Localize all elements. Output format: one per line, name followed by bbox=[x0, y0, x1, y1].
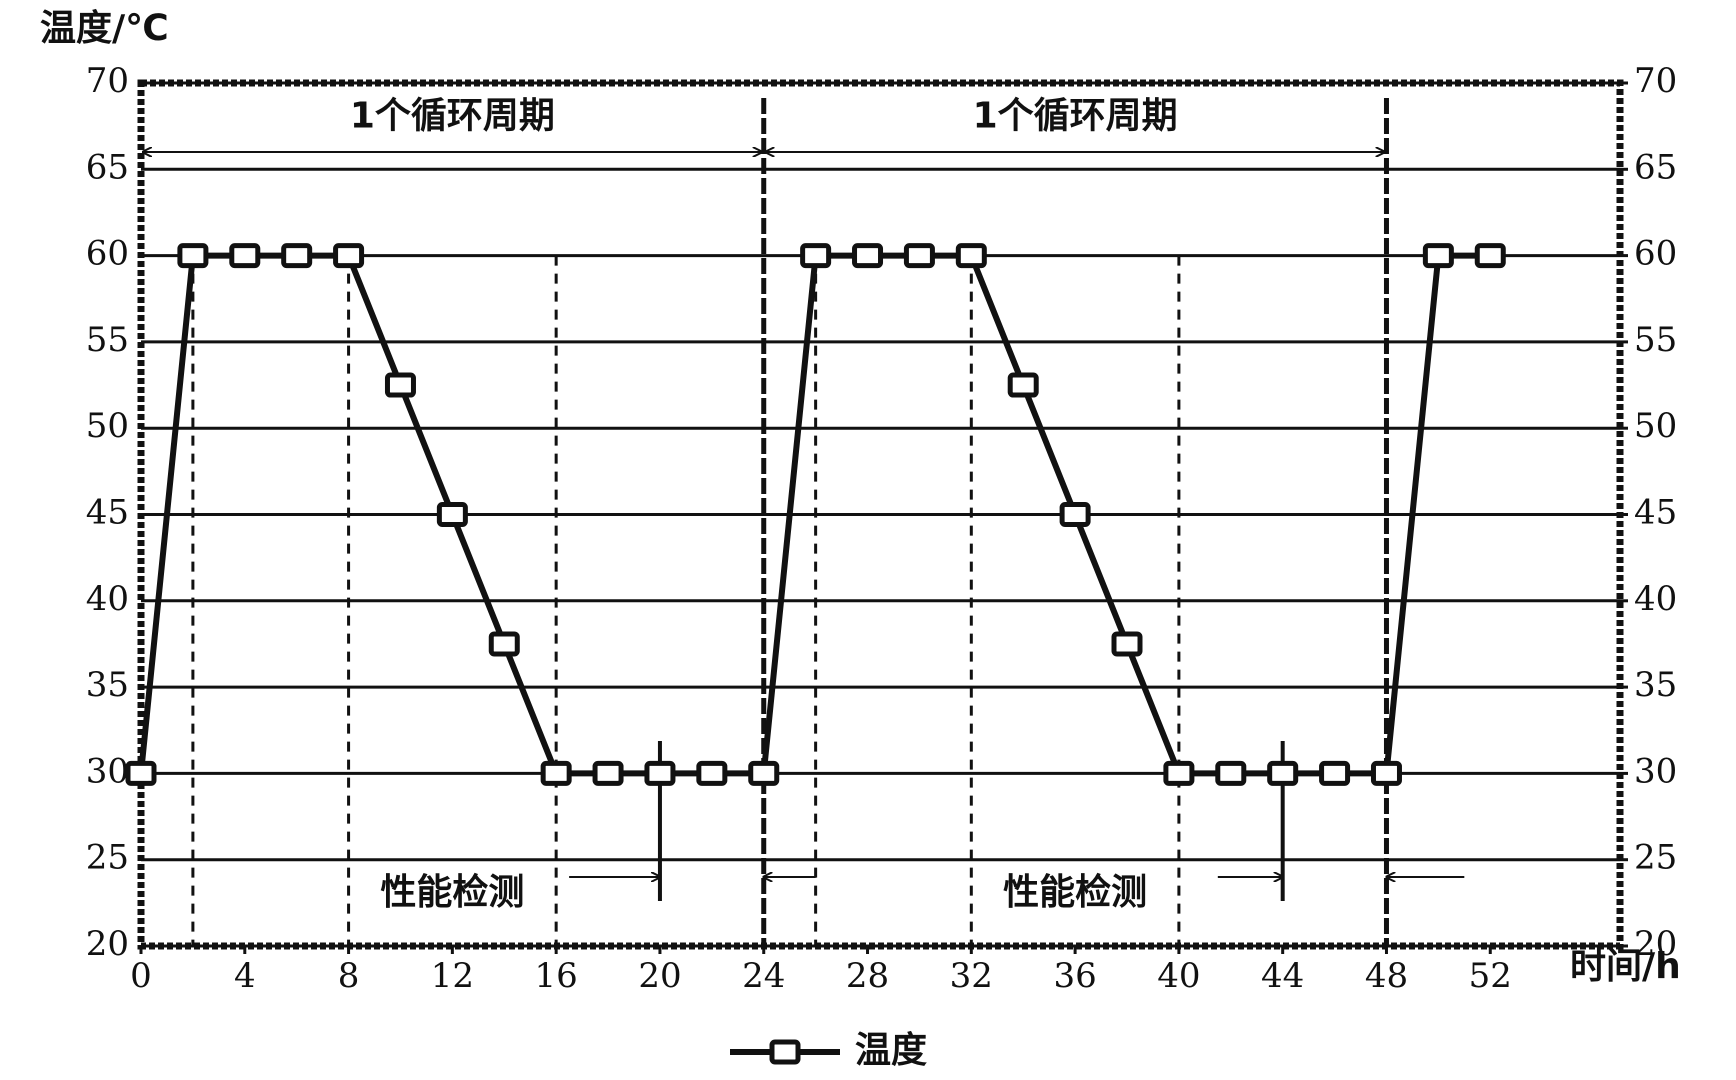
y-axis-label: 温度/℃ bbox=[40, 8, 169, 49]
y2-tick-label: 45 bbox=[1634, 493, 1677, 533]
point bbox=[436, 502, 468, 527]
x-tick-label: 44 bbox=[1261, 956, 1304, 996]
point bbox=[696, 760, 728, 786]
y2-tick-label: 65 bbox=[1634, 147, 1677, 187]
point bbox=[1215, 760, 1247, 786]
x-tick-label: 16 bbox=[535, 956, 578, 996]
x-tick-label: 4 bbox=[234, 956, 256, 996]
y2-tick-label: 30 bbox=[1634, 751, 1677, 791]
point bbox=[1474, 243, 1506, 269]
point bbox=[592, 760, 624, 786]
point bbox=[1007, 372, 1039, 398]
y-tick-label: 50 bbox=[86, 406, 129, 446]
point bbox=[1319, 760, 1351, 786]
point bbox=[177, 243, 209, 269]
point bbox=[1163, 760, 1195, 786]
y2-tick-label: 40 bbox=[1634, 579, 1677, 619]
x-tick-label: 48 bbox=[1365, 956, 1408, 996]
x-tick-label: 52 bbox=[1469, 956, 1512, 996]
y-tick-label: 70 bbox=[86, 61, 129, 101]
point bbox=[125, 760, 157, 786]
y2-tick-label: 70 bbox=[1634, 61, 1677, 101]
point bbox=[1111, 631, 1143, 657]
point bbox=[800, 243, 832, 269]
x-tick-label: 20 bbox=[638, 956, 681, 996]
legend-label: 温度 bbox=[855, 1030, 927, 1071]
x-tick-label: 24 bbox=[742, 956, 785, 996]
x-tick-label: 40 bbox=[1157, 956, 1200, 996]
y-tick-label: 60 bbox=[86, 234, 129, 274]
y-tick-label: 65 bbox=[86, 147, 129, 187]
x-tick-label: 28 bbox=[846, 956, 889, 996]
y-tick-label: 20 bbox=[86, 924, 129, 964]
point bbox=[540, 760, 572, 786]
y2-tick-label: 20 bbox=[1634, 924, 1677, 964]
point bbox=[1267, 760, 1299, 786]
point bbox=[852, 243, 884, 269]
point bbox=[644, 760, 676, 786]
point bbox=[748, 760, 780, 786]
point bbox=[281, 243, 313, 269]
y-tick-label: 40 bbox=[86, 579, 129, 619]
x-tick-label: 12 bbox=[431, 956, 474, 996]
point bbox=[333, 243, 365, 269]
annotation: 性能检测 bbox=[380, 872, 524, 913]
point bbox=[1370, 760, 1402, 786]
point bbox=[1422, 243, 1454, 269]
y-tick-label: 25 bbox=[86, 838, 129, 878]
y2-tick-label: 25 bbox=[1634, 838, 1677, 878]
x-axis-label: 时间/h bbox=[1570, 946, 1681, 987]
x-tick-label: 0 bbox=[130, 956, 152, 996]
point bbox=[1059, 502, 1091, 527]
y-tick-label: 55 bbox=[86, 320, 129, 360]
y-tick-label: 30 bbox=[86, 751, 129, 791]
annotation: 1个循环周期 bbox=[973, 96, 1178, 137]
annotation: 1个循环周期 bbox=[350, 96, 555, 137]
point bbox=[955, 243, 987, 269]
x-tick-label: 8 bbox=[338, 956, 360, 996]
x-tick-label: 36 bbox=[1053, 956, 1096, 996]
point bbox=[903, 243, 935, 269]
y2-tick-label: 60 bbox=[1634, 234, 1677, 274]
plot-frame bbox=[137, 79, 1624, 950]
y2-tick-label: 50 bbox=[1634, 406, 1677, 446]
point bbox=[488, 631, 520, 657]
legend-marker bbox=[769, 1039, 801, 1065]
point bbox=[384, 372, 416, 398]
y-tick-label: 35 bbox=[86, 665, 129, 705]
point bbox=[229, 243, 261, 269]
annotation: 性能检测 bbox=[1003, 872, 1147, 913]
x-tick-label: 32 bbox=[950, 956, 993, 996]
y-tick-label: 45 bbox=[86, 493, 129, 533]
y2-tick-label: 55 bbox=[1634, 320, 1677, 360]
y2-tick-label: 35 bbox=[1634, 665, 1677, 705]
